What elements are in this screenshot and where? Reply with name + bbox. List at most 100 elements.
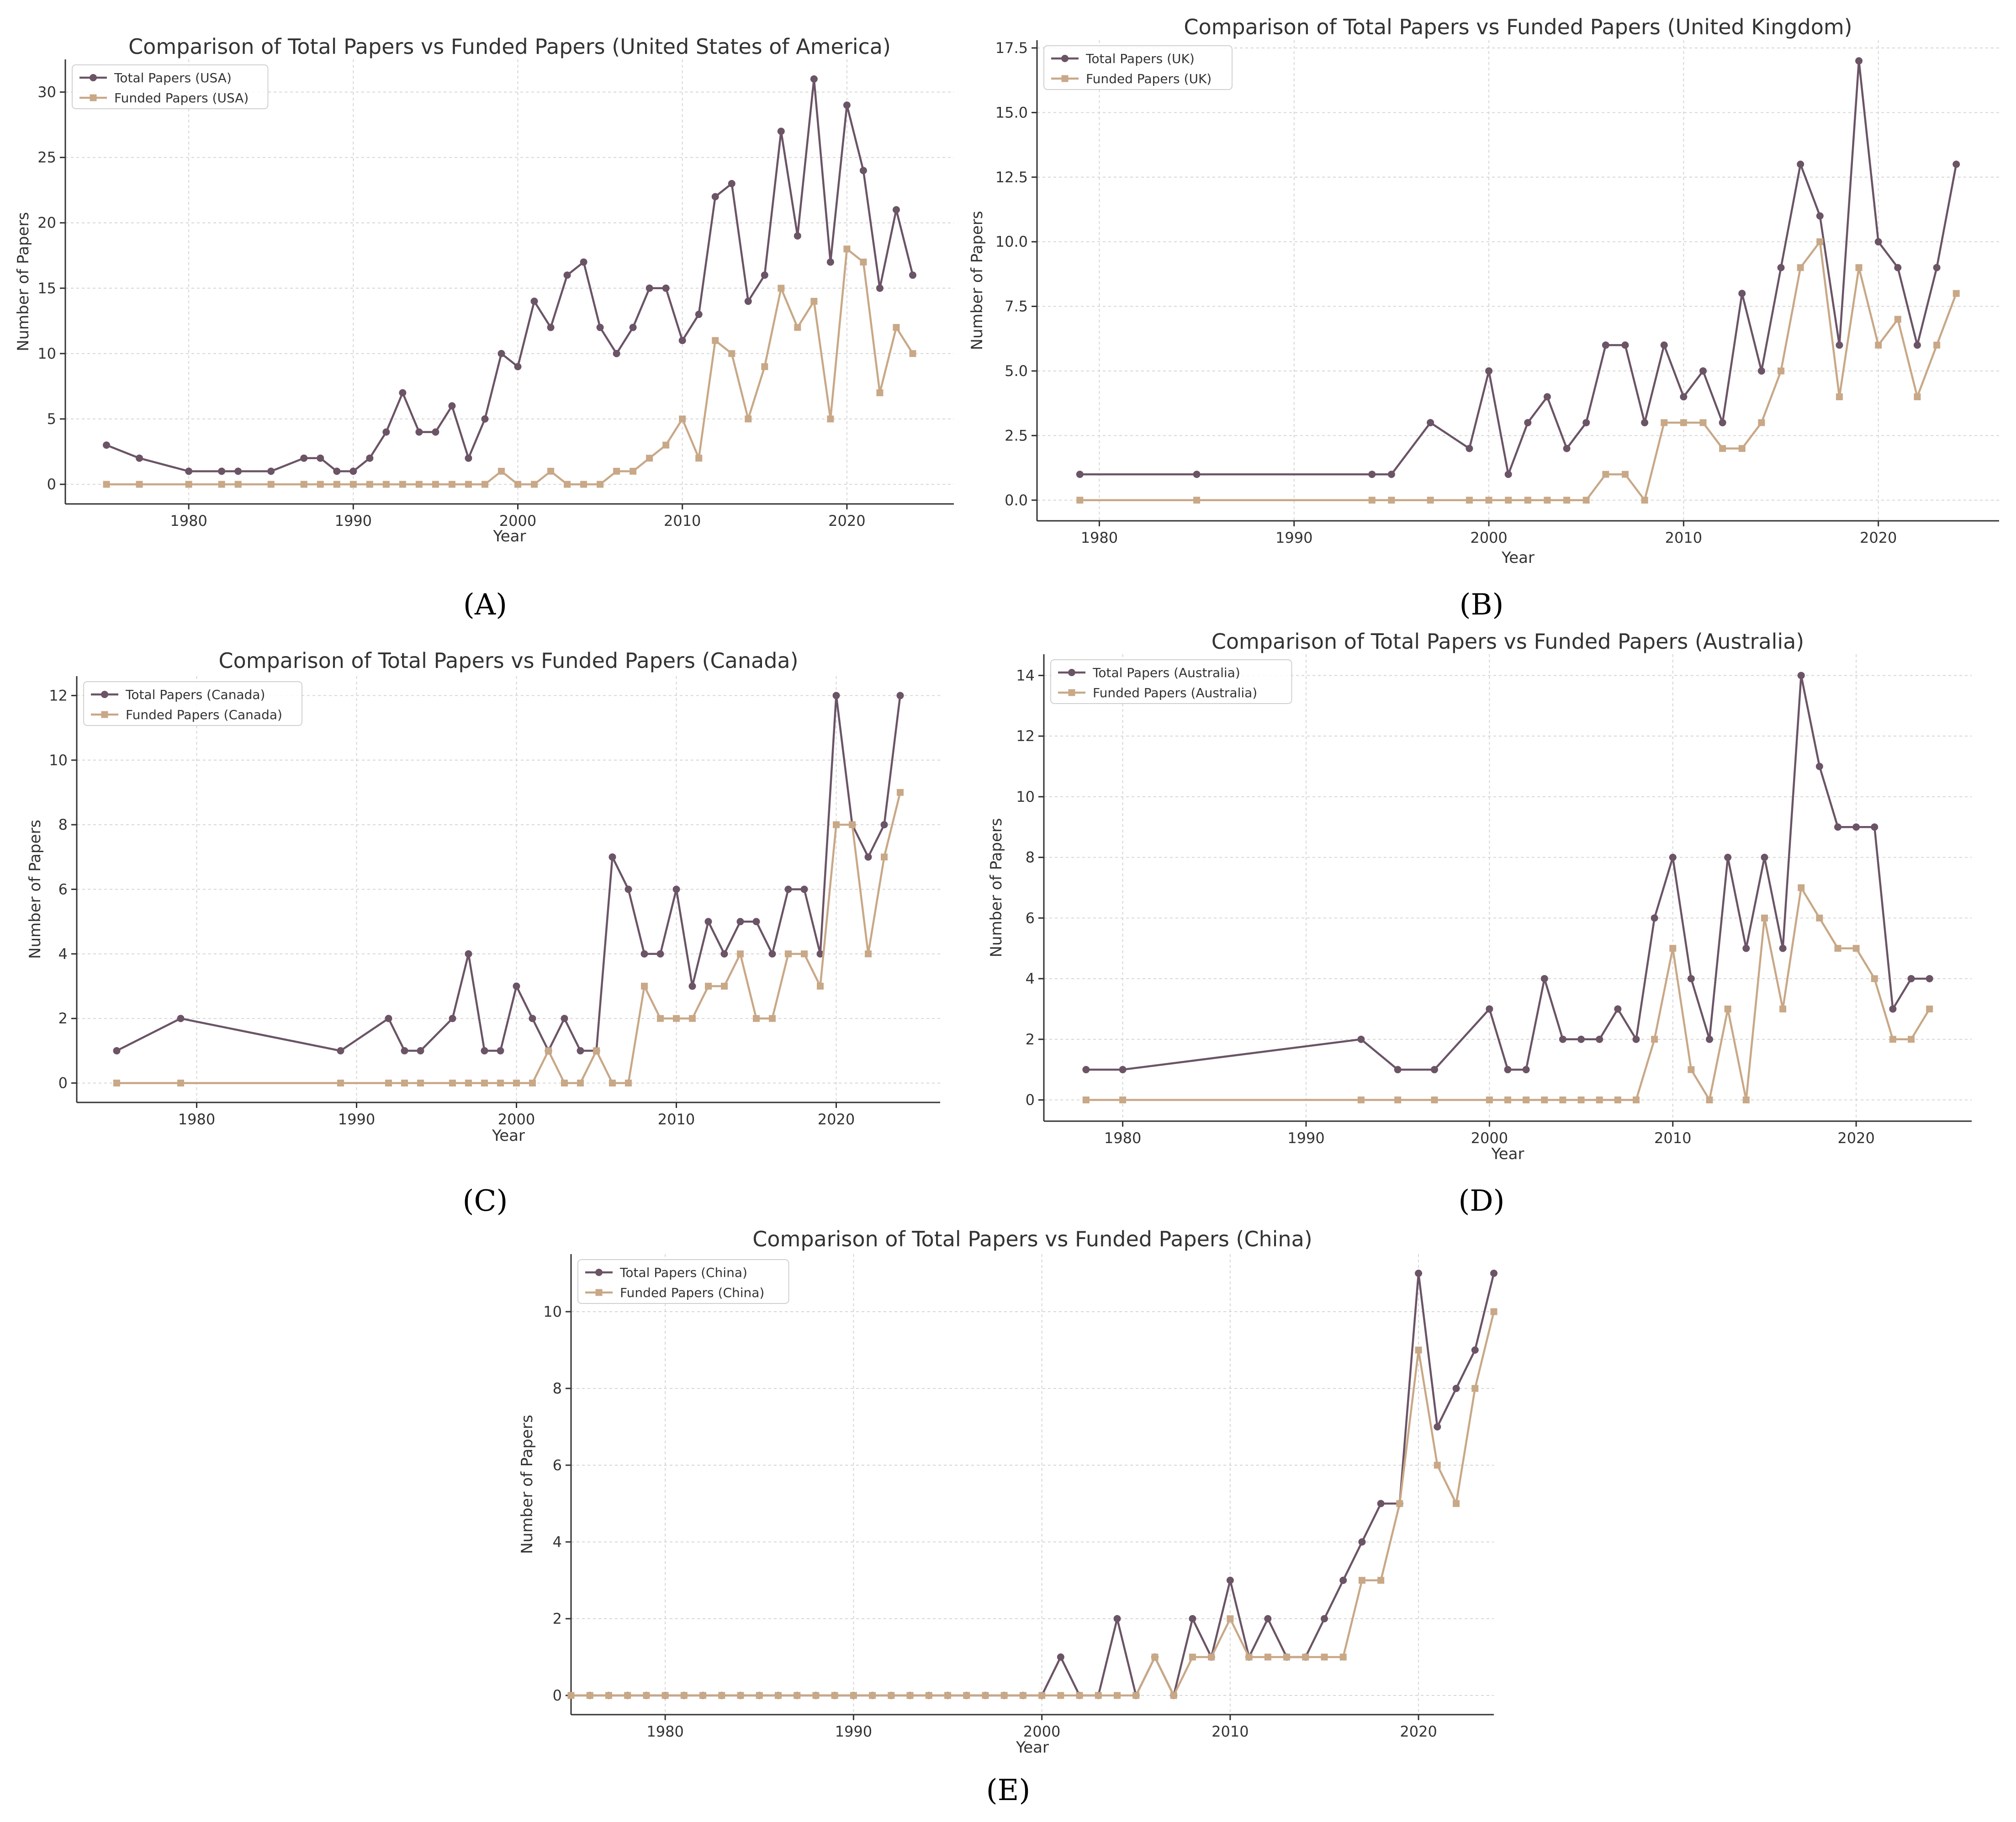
funded-papers-point [113, 1080, 120, 1087]
total-papers-point [449, 1015, 456, 1022]
funded-papers-point [1505, 497, 1512, 504]
total-papers-point [768, 950, 776, 958]
funded-papers-point [794, 1692, 801, 1699]
total-papers-point [1913, 341, 1921, 349]
funded-papers-point [1816, 914, 1823, 922]
funded-papers-point [1836, 393, 1843, 401]
funded-papers-point [1368, 497, 1376, 504]
funded-papers-point [234, 481, 242, 488]
funded-papers-point [1758, 419, 1765, 426]
funded-papers-point [415, 481, 423, 488]
funded-papers-point [624, 1692, 631, 1699]
total-papers-point [832, 692, 840, 699]
total-papers-point [1504, 471, 1512, 478]
total-papers-point [218, 467, 226, 475]
funded-papers-point [1471, 1385, 1479, 1392]
x-tick-label: 2000 [1470, 529, 1507, 546]
total-papers-point [1452, 1385, 1460, 1392]
legend-label: Funded Papers (USA) [114, 90, 249, 106]
legend [1050, 659, 1292, 704]
funded-papers-point [801, 950, 808, 958]
total-papers-point [1855, 57, 1863, 65]
funded-papers-point [705, 983, 712, 990]
x-tick-label: 1990 [338, 1111, 375, 1128]
total-papers-point [113, 1047, 121, 1054]
funded-papers-line [1079, 240, 1958, 502]
y-tick-label: 6 [58, 881, 68, 898]
funded-papers-point [679, 415, 686, 423]
total-papers-point [640, 950, 648, 958]
legend-label: Total Papers (Canada) [125, 687, 265, 702]
funded-papers-point [1151, 1653, 1159, 1661]
funded-papers-point [1559, 1096, 1566, 1104]
funded-papers-point [218, 481, 225, 488]
x-axis-label: Year [1016, 1738, 1049, 1757]
funded-papers-point [850, 1692, 857, 1699]
total-papers-point [1368, 471, 1376, 478]
total-papers-point [577, 1047, 584, 1054]
total-papers-point [1189, 1615, 1196, 1622]
total-papers-point [1577, 1035, 1585, 1043]
x-tick-label: 2010 [1212, 1723, 1249, 1740]
funded-papers-point [497, 1080, 504, 1087]
funded-papers-line [106, 248, 914, 486]
y-tick-label: 8 [58, 816, 68, 833]
funded-papers-point [982, 1692, 989, 1699]
total-papers-point [448, 402, 456, 410]
x-axis-label: Year [1491, 1145, 1524, 1163]
total-papers-point [1953, 160, 1960, 168]
total-papers-point [843, 101, 851, 109]
total-papers-point [1377, 1500, 1385, 1507]
total-papers-point [1815, 763, 1823, 770]
funded-papers-point [1875, 341, 1882, 349]
total-papers-point [678, 337, 686, 344]
legend-marker [1061, 55, 1069, 62]
total-papers-point [1719, 419, 1726, 427]
x-tick-label: 2020 [1400, 1723, 1437, 1740]
total-papers-point [267, 467, 275, 475]
legend-marker [1061, 75, 1069, 82]
funded-papers-point [712, 337, 719, 344]
total-papers-point [1434, 1423, 1441, 1430]
total-papers-point [1524, 419, 1532, 427]
funded-papers-point [641, 983, 648, 990]
funded-papers-point [481, 481, 488, 488]
total-papers-point [864, 853, 872, 861]
total-papers-point [399, 389, 407, 397]
funded-papers-point [366, 481, 373, 488]
total-papers-point [711, 193, 719, 201]
total-papers-point [1894, 264, 1902, 271]
total-papers-point [596, 323, 604, 331]
total-papers-point [1427, 419, 1434, 427]
funded-papers-point [630, 467, 637, 475]
y-axis-label: Number of Papers [14, 212, 32, 351]
funded-papers-point [513, 1080, 520, 1087]
x-tick-label: 2020 [1860, 529, 1897, 546]
funded-papers-point [865, 950, 872, 958]
funded-papers-point [1388, 497, 1395, 504]
total-papers-point [1761, 853, 1768, 861]
total-papers-point [1797, 672, 1805, 679]
total-papers-point [1387, 471, 1395, 478]
total-papers-point [401, 1047, 408, 1054]
total-papers-point [366, 454, 374, 462]
total-papers-point [826, 258, 834, 266]
funded-papers-point [1742, 1096, 1750, 1104]
total-papers-point [662, 284, 670, 292]
total-papers-line [116, 694, 901, 1052]
panel-label: (C) [463, 1184, 508, 1218]
funded-papers-point [963, 1692, 970, 1699]
legend [83, 681, 302, 726]
funded-papers-point [1114, 1692, 1121, 1699]
funded-papers-point [1358, 1577, 1365, 1584]
funded-papers-point [1688, 1066, 1695, 1073]
total-papers-point [794, 232, 801, 240]
total-papers-point [859, 167, 867, 175]
funded-papers-point [349, 481, 357, 488]
funded-papers-point [597, 481, 604, 488]
funded-papers-point [382, 481, 390, 488]
funded-papers-point [1541, 1096, 1548, 1104]
total-papers-point [465, 950, 472, 958]
funded-papers-point [385, 1080, 392, 1087]
total-papers-point [720, 950, 728, 958]
